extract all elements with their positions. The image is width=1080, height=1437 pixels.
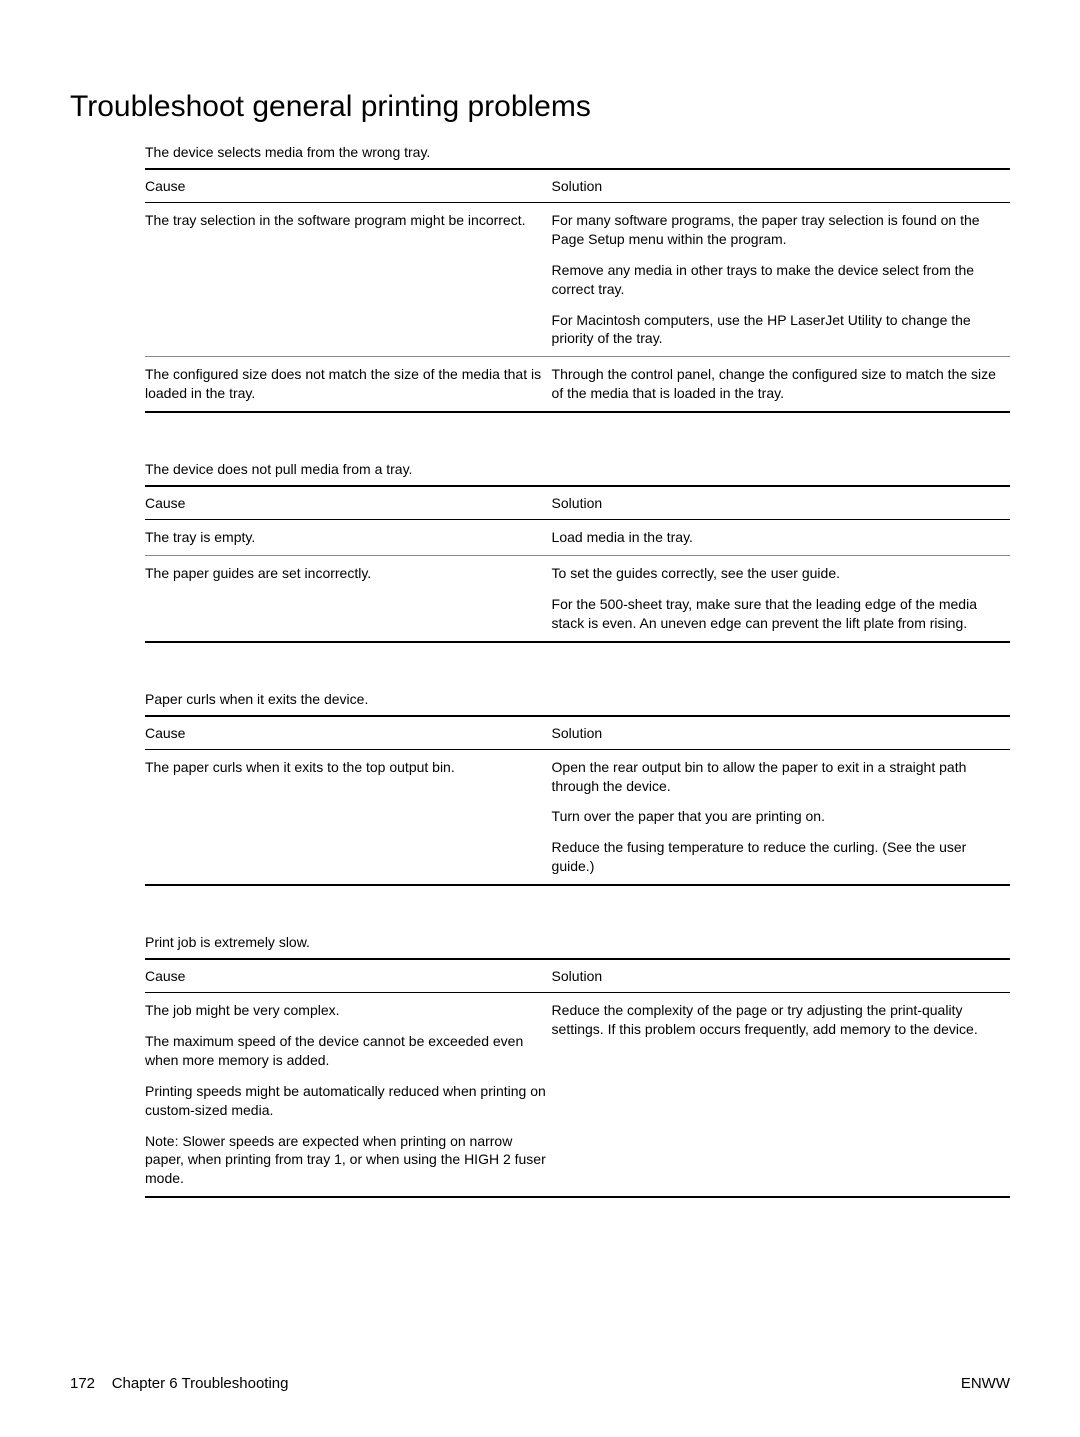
solution-text: Reduce the fusing temperature to reduce … — [552, 838, 1006, 876]
section-slow-job: Print job is extremely slow. Cause Solut… — [145, 934, 1010, 1198]
cause-cell: The paper curls when it exits to the top… — [145, 749, 552, 885]
solution-cell: Through the control panel, change the co… — [552, 357, 1010, 412]
cause-text: The tray selection in the software progr… — [145, 211, 548, 230]
table-row: The job might be very complex. The maxim… — [145, 993, 1010, 1198]
section-paper-curls: Paper curls when it exits the device. Ca… — [145, 691, 1010, 886]
troubleshoot-table: Cause Solution The paper curls when it e… — [145, 715, 1010, 886]
solution-text: Remove any media in other trays to make … — [552, 261, 1006, 299]
troubleshoot-table: Cause Solution The job might be very com… — [145, 958, 1010, 1198]
table-row: The paper guides are set incorrectly. To… — [145, 556, 1010, 642]
table-row: The tray is empty. Load media in the tra… — [145, 520, 1010, 556]
table-row: The configured size does not match the s… — [145, 357, 1010, 412]
chapter-label: Chapter 6 Troubleshooting — [112, 1375, 289, 1392]
section-title: The device selects media from the wrong … — [145, 144, 1010, 160]
footer-right: ENWW — [961, 1375, 1010, 1392]
footer-left: 172 Chapter 6 Troubleshooting — [70, 1375, 289, 1392]
solution-text: Open the rear output bin to allow the pa… — [552, 758, 1006, 796]
solution-cell: Reduce the complexity of the page or try… — [552, 993, 1010, 1198]
header-solution: Solution — [552, 486, 1010, 520]
section-title: The device does not pull media from a tr… — [145, 461, 1010, 477]
solution-cell: Load media in the tray. — [552, 520, 1010, 556]
solution-text: Through the control panel, change the co… — [552, 365, 1006, 403]
header-cause: Cause — [145, 959, 552, 993]
section-not-pull: The device does not pull media from a tr… — [145, 461, 1010, 643]
cause-cell: The tray is empty. — [145, 520, 552, 556]
solution-text: Turn over the paper that you are printin… — [552, 807, 1006, 826]
page-number: 172 — [70, 1375, 95, 1392]
page-footer: 172 Chapter 6 Troubleshooting ENWW — [70, 1375, 1010, 1392]
solution-text: To set the guides correctly, see the use… — [552, 564, 1006, 583]
section-title: Print job is extremely slow. — [145, 934, 1010, 950]
header-solution: Solution — [552, 959, 1010, 993]
solution-text: For Macintosh computers, use the HP Lase… — [552, 311, 1006, 349]
troubleshoot-table: Cause Solution The tray is empty. Load m… — [145, 485, 1010, 643]
table-row: The tray selection in the software progr… — [145, 203, 1010, 357]
cause-text: The configured size does not match the s… — [145, 365, 548, 403]
header-cause: Cause — [145, 169, 552, 203]
section-title: Paper curls when it exits the device. — [145, 691, 1010, 707]
cause-cell: The paper guides are set incorrectly. — [145, 556, 552, 642]
page: Troubleshoot general printing problems T… — [0, 0, 1080, 1437]
solution-cell: To set the guides correctly, see the use… — [552, 556, 1010, 642]
solution-cell: For many software programs, the paper tr… — [552, 203, 1010, 357]
header-cause: Cause — [145, 486, 552, 520]
solution-text: For many software programs, the paper tr… — [552, 211, 1006, 249]
cause-text: The tray is empty. — [145, 528, 548, 547]
cause-text: The maximum speed of the device cannot b… — [145, 1032, 548, 1070]
header-cause: Cause — [145, 716, 552, 750]
header-solution: Solution — [552, 716, 1010, 750]
solution-text: Reduce the complexity of the page or try… — [552, 1001, 1006, 1039]
solution-text: For the 500-sheet tray, make sure that t… — [552, 595, 1006, 633]
cause-text: Note: Slower speeds are expected when pr… — [145, 1132, 548, 1189]
solution-cell: Open the rear output bin to allow the pa… — [552, 749, 1010, 885]
table-row: The paper curls when it exits to the top… — [145, 749, 1010, 885]
cause-text: The job might be very complex. — [145, 1001, 548, 1020]
section-wrong-tray: The device selects media from the wrong … — [145, 144, 1010, 413]
solution-text: Load media in the tray. — [552, 528, 1006, 547]
cause-cell: The job might be very complex. The maxim… — [145, 993, 552, 1198]
cause-text: The paper curls when it exits to the top… — [145, 758, 548, 777]
page-title: Troubleshoot general printing problems — [70, 90, 1010, 124]
cause-cell: The tray selection in the software progr… — [145, 203, 552, 357]
cause-text: The paper guides are set incorrectly. — [145, 564, 548, 583]
header-solution: Solution — [552, 169, 1010, 203]
cause-text: Printing speeds might be automatically r… — [145, 1082, 548, 1120]
cause-cell: The configured size does not match the s… — [145, 357, 552, 412]
troubleshoot-table: Cause Solution The tray selection in the… — [145, 168, 1010, 413]
